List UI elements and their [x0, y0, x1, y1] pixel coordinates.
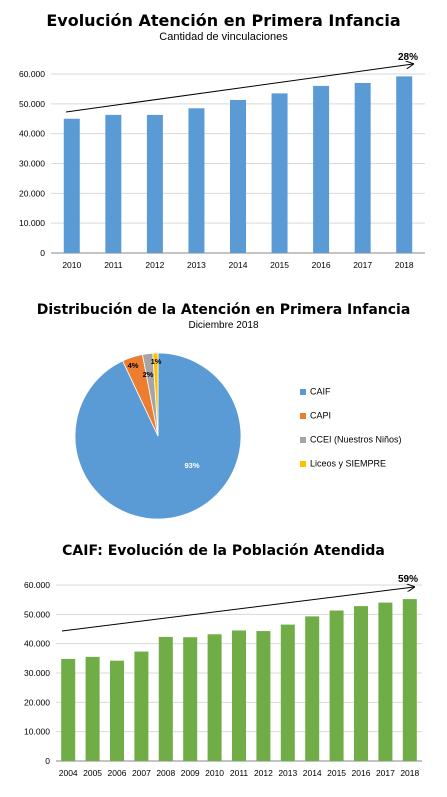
bar	[305, 616, 320, 761]
y-tick-label: 40.000	[24, 639, 50, 649]
x-tick-label: 2013	[278, 768, 297, 778]
bar	[158, 636, 173, 761]
bar	[207, 634, 222, 761]
trend-label: 59%	[398, 574, 418, 585]
y-tick-label: 0	[40, 248, 45, 258]
x-tick-label: 2011	[230, 768, 249, 778]
legend-swatch-caif	[300, 388, 306, 395]
y-tick-label: 50.000	[24, 609, 50, 619]
bar	[313, 85, 330, 253]
trend-arrow	[61, 587, 414, 632]
bar	[378, 602, 393, 761]
legend-label: Liceos y SIEMPRE	[310, 458, 387, 469]
chart-2-title: Distribución de la Atención en Primera I…	[36, 302, 411, 318]
x-tick-label: 2016	[352, 768, 371, 778]
x-tick-label: 2009	[181, 768, 200, 778]
bar	[188, 108, 205, 253]
x-tick-label: 2014	[229, 260, 248, 270]
x-tick-label: 2015	[270, 260, 289, 270]
y-tick-label: 40.000	[19, 129, 45, 139]
bar	[329, 610, 344, 761]
bar	[230, 99, 246, 253]
y-tick-label: 30.000	[19, 159, 45, 169]
x-tick-label: 2017	[376, 768, 395, 778]
x-tick-label: 2018	[400, 768, 419, 778]
bar	[280, 624, 295, 761]
x-tick-label: 2016	[312, 260, 331, 270]
chart-2-legend: CAIF CAPI CCEI (Nuestros Niños) Liceos y…	[300, 386, 402, 482]
y-tick-label: 60.000	[19, 69, 45, 79]
legend-swatch-capi	[300, 412, 306, 419]
x-tick-label: 2011	[104, 260, 123, 270]
bar	[61, 658, 76, 761]
y-tick-label: 20.000	[19, 188, 45, 198]
bar	[256, 631, 271, 761]
legend-item: CCEI (Nuestros Niños)	[300, 434, 402, 458]
chart-1-subtitle: Cantidad de vinculaciones	[159, 31, 288, 43]
bar	[354, 82, 371, 253]
x-tick-label: 2015	[327, 768, 346, 778]
x-tick-label: 2008	[156, 768, 175, 778]
chart-2-panel: Distribución de la Atención en Primera I…	[36, 302, 411, 520]
legend-swatch-liceos	[300, 460, 306, 467]
legend-item: CAIF	[300, 386, 402, 410]
chart-2-subtitle: Diciembre 2018	[188, 320, 259, 331]
legend-item: Liceos y SIEMPRE	[300, 458, 402, 482]
x-tick-label: 2017	[353, 260, 372, 270]
pie-data-label: 93%	[184, 461, 199, 470]
pie-data-label: 2%	[143, 370, 154, 379]
y-tick-label: 10.000	[24, 727, 50, 737]
bar	[232, 630, 246, 761]
y-tick-label: 20.000	[24, 697, 50, 707]
y-tick-label: 0	[45, 756, 50, 766]
y-tick-label: 10.000	[19, 218, 45, 228]
legend-label: CAPI	[310, 410, 332, 421]
bar	[134, 651, 149, 761]
x-tick-label: 2012	[145, 260, 164, 270]
legend-item: CAPI	[300, 410, 402, 434]
chart-1-svg: 0 10.000 20.000 30.000 40.000 50.000 60.000 201…	[19, 52, 425, 270]
trend-arrow	[65, 64, 413, 113]
x-tick-label: 2007	[132, 768, 151, 778]
x-tick-label: 2012	[254, 768, 273, 778]
legend-swatch-ccei	[300, 436, 306, 443]
bar	[183, 637, 198, 761]
x-tick-label: 2018	[395, 260, 414, 270]
x-tick-label: 2010	[62, 260, 81, 270]
bar	[402, 599, 417, 761]
x-tick-label: 2013	[187, 260, 206, 270]
x-tick-label: 2004	[59, 768, 78, 778]
legend-label: CAIF	[310, 386, 331, 397]
bar	[85, 656, 100, 761]
pie-data-label: 4%	[128, 361, 139, 370]
chart-1-panel: Evolución Atención en Primera Infancia C…	[0, 0, 447, 280]
y-tick-label: 60.000	[24, 580, 50, 590]
bar	[63, 118, 80, 253]
legend-label: CCEI (Nuestros Niños)	[310, 434, 402, 445]
bar	[396, 76, 413, 254]
bar	[271, 93, 288, 254]
x-tick-label: 2014	[303, 768, 322, 778]
pie-slice	[152, 352, 159, 437]
bar	[146, 114, 163, 253]
chart-3-title: CAIF: Evolución de la Población Atendida	[62, 543, 385, 559]
x-tick-label: 2010	[205, 768, 224, 778]
y-tick-label: 30.000	[24, 668, 50, 678]
bar	[354, 606, 368, 761]
x-tick-label: 2006	[108, 768, 127, 778]
trend-label: 28%	[398, 52, 418, 63]
x-tick-label: 2005	[83, 768, 102, 778]
y-tick-label: 50.000	[19, 99, 45, 109]
bar	[110, 660, 124, 761]
chart-1-title: Evolución Atención en Primera Infancia	[46, 11, 401, 30]
chart-2-svg: 93% 4% 2% 1%	[74, 352, 242, 520]
pie-data-label: 1%	[151, 357, 162, 366]
bar	[105, 114, 122, 253]
